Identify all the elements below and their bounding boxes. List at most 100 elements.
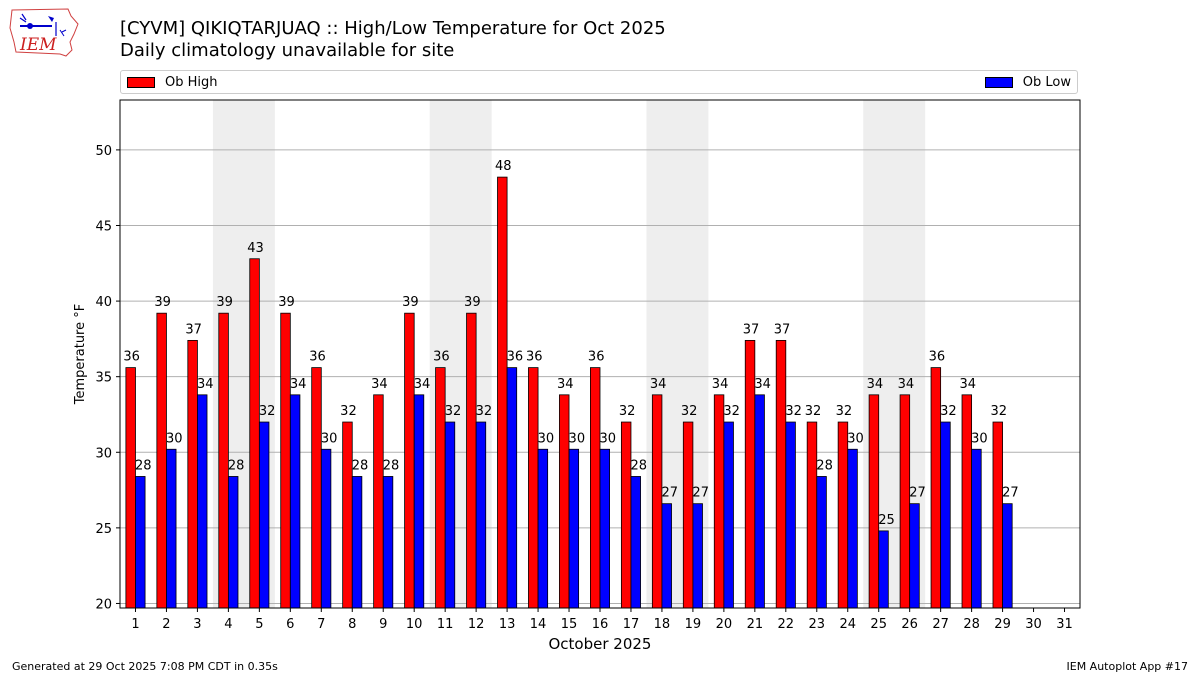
bar-high [497, 176, 508, 609]
bar-label-low: 30 [538, 431, 555, 446]
bar-label-high: 36 [433, 350, 450, 365]
legend-label-high: Ob High [165, 75, 218, 90]
footer-generated-text: Generated at 29 Oct 2025 7:08 PM CDT in … [12, 660, 278, 673]
bar-label-high: 36 [929, 350, 946, 365]
bar-low [506, 367, 518, 609]
x-tick-label: 29 [994, 617, 1011, 632]
bar-low [258, 421, 270, 609]
bar-label-low: 28 [630, 458, 647, 473]
bar-high [249, 258, 260, 609]
bar-low [135, 476, 146, 609]
y-axis-label: Temperature °F [73, 304, 88, 405]
bar-high [404, 312, 415, 609]
bar-low [785, 421, 796, 609]
bar-low [909, 503, 920, 609]
bar-label-high: 39 [402, 295, 419, 310]
bar-high [961, 394, 973, 609]
y-tick-label: 20 [95, 597, 112, 612]
bar-high [559, 394, 570, 609]
bar-high [466, 312, 477, 609]
bar-low [537, 448, 549, 609]
bar-low [940, 421, 951, 609]
bar-label-high: 48 [495, 159, 512, 174]
bar-label-low: 30 [321, 431, 338, 446]
bar-low [599, 448, 611, 609]
bar-high [311, 367, 322, 609]
y-tick-label: 40 [95, 295, 112, 310]
x-tick-label: 18 [654, 617, 671, 632]
bar-label-high: 37 [185, 322, 202, 337]
x-tick-label: 30 [1025, 617, 1042, 632]
x-tick-label: 31 [1056, 617, 1073, 632]
bar-high [775, 339, 787, 609]
bar-label-low: 32 [476, 404, 493, 419]
x-tick-label: 27 [932, 617, 949, 632]
x-tick-label: 22 [778, 617, 795, 632]
bar-label-low: 27 [909, 486, 926, 501]
bar-low [723, 421, 734, 609]
x-tick-label: 25 [870, 617, 887, 632]
bar-low [1002, 503, 1013, 609]
bar-high [682, 421, 694, 609]
legend-item-high: Ob High [127, 75, 218, 90]
bar-low [227, 476, 239, 609]
x-tick-label: 17 [623, 617, 640, 632]
bar-label-low: 27 [692, 486, 709, 501]
bar-label-high: 34 [712, 377, 729, 392]
bar-low [351, 476, 363, 609]
bar-label-high: 32 [805, 404, 822, 419]
bar-high [590, 367, 601, 609]
y-tick-label: 45 [95, 219, 112, 234]
x-tick-label: 24 [839, 617, 856, 632]
bar-label-high: 36 [123, 350, 140, 365]
bar-label-low: 28 [816, 458, 833, 473]
bar-high [713, 394, 725, 609]
bar-label-low: 30 [569, 431, 586, 446]
bar-label-low: 34 [414, 377, 431, 392]
bar-low [630, 476, 641, 609]
bar-low [816, 476, 827, 609]
bar-low [197, 394, 208, 609]
bar-label-low: 32 [445, 404, 462, 419]
bar-high [992, 421, 1003, 609]
bar-label-low: 32 [940, 404, 957, 419]
y-tick-label: 35 [95, 371, 112, 386]
iowa-state-outline-icon: IEM [9, 8, 79, 57]
bar-label-low: 27 [661, 486, 678, 501]
x-tick-label: 8 [348, 617, 356, 632]
legend-item-low: Ob Low [984, 75, 1071, 90]
bar-label-low: 32 [785, 404, 802, 419]
bar-label-high: 39 [216, 295, 233, 310]
x-tick-label: 2 [162, 617, 170, 632]
bar-label-low: 32 [723, 404, 740, 419]
bar-label-high: 43 [247, 241, 264, 256]
x-tick-label: 26 [901, 617, 918, 632]
legend-label-low: Ob Low [1022, 75, 1071, 90]
x-tick-label: 4 [224, 617, 232, 632]
bar-label-low: 32 [259, 404, 276, 419]
x-tick-label: 16 [592, 617, 609, 632]
bar-label-low: 30 [971, 431, 988, 446]
bar-label-high: 39 [154, 295, 171, 310]
chart-title-block: [CYVM] QIKIQTARJUAQ :: High/Low Temperat… [120, 18, 666, 62]
bar-low [320, 448, 332, 609]
bar-low [847, 448, 858, 609]
bar-label-high: 37 [774, 322, 791, 337]
bar-high [620, 421, 632, 609]
legend-swatch-high [127, 77, 155, 88]
bar-high [528, 367, 539, 609]
bar-low [878, 530, 889, 609]
bar-low [661, 503, 672, 609]
bar-label-high: 32 [681, 404, 698, 419]
bar-label-high: 36 [309, 350, 326, 365]
x-tick-label: 21 [747, 617, 764, 632]
bar-label-low: 25 [878, 513, 895, 528]
bar-low [971, 448, 982, 609]
bar-label-high: 32 [619, 404, 636, 419]
bar-high [837, 421, 849, 609]
bar-low [754, 394, 765, 609]
bar-label-high: 34 [557, 377, 574, 392]
y-tick-label: 25 [95, 522, 112, 537]
x-tick-label: 10 [406, 617, 423, 632]
bar-label-low: 27 [1002, 486, 1019, 501]
